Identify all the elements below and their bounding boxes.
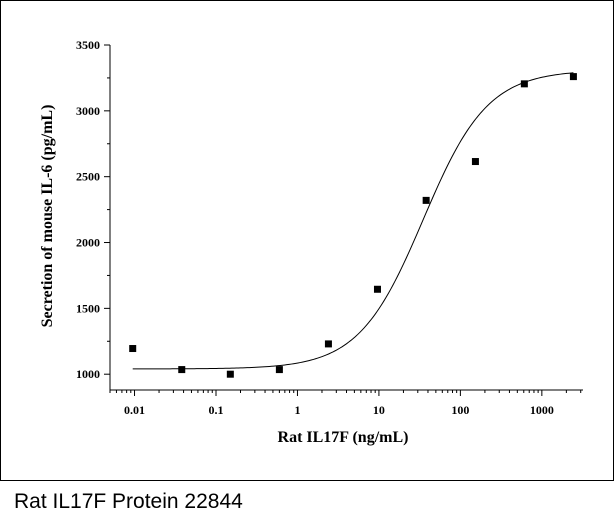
data-point (129, 345, 137, 353)
data-point (324, 340, 332, 348)
x-tick-label: 100 (451, 403, 469, 417)
figure-frame (0, 0, 614, 481)
data-point (275, 366, 283, 374)
chart-axes: 1000 1500 2000 2500 3000 3500 0.01 0.1 1 10 100 100… (76, 38, 583, 417)
fit-curve (132, 72, 574, 370)
y-tick-label: 1500 (76, 301, 100, 315)
dose-response-chart: 1000 1500 2000 2500 3000 3500 0.01 0.1 1 10 100 100… (39, 38, 583, 446)
y-tick-label: 2000 (76, 236, 100, 250)
x-tick-label: 1 (294, 403, 300, 417)
y-tick-label: 3000 (76, 104, 100, 118)
data-point (226, 370, 234, 378)
y-axis-label: Secretion of mouse IL-6 (pg/mL) (39, 105, 56, 328)
data-point (178, 366, 186, 374)
x-axis-label: Rat IL17F (ng/mL) (278, 429, 409, 446)
x-tick-label: 10 (373, 403, 385, 417)
data-point (471, 158, 479, 166)
y-tick-label: 1000 (76, 367, 100, 381)
data-point (520, 80, 528, 88)
x-tick-label: 0.01 (124, 403, 145, 417)
x-tick-label: 0.1 (208, 403, 223, 417)
data-point (569, 73, 577, 81)
fit-curve-layer (132, 72, 574, 370)
data-point (373, 285, 381, 293)
x-tick-label: 1000 (530, 403, 554, 417)
y-tick-label: 3500 (76, 38, 100, 52)
data-point (422, 196, 430, 204)
data-points-layer (129, 73, 577, 378)
figure-caption: Rat IL17F Protein 22844 (14, 490, 243, 513)
y-tick-label: 2500 (76, 170, 100, 184)
